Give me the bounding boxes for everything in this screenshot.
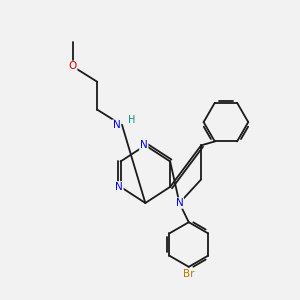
Text: N: N xyxy=(113,120,121,130)
Text: N: N xyxy=(115,182,123,192)
Text: N: N xyxy=(140,140,148,150)
Text: Br: Br xyxy=(183,269,194,279)
Text: H: H xyxy=(128,115,136,124)
Text: N: N xyxy=(176,198,183,208)
Text: O: O xyxy=(68,61,76,71)
